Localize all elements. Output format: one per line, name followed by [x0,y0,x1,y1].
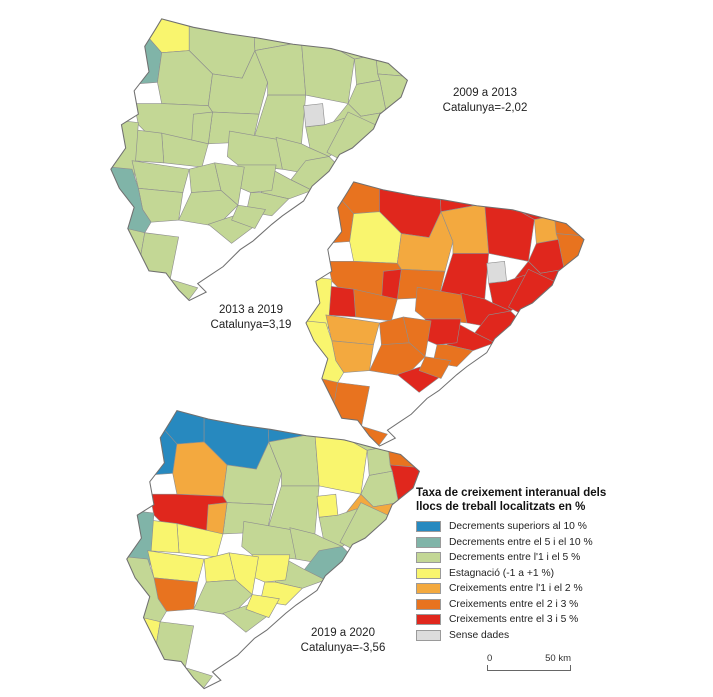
period-text: 2009 a 2013 [453,87,517,99]
map-2009-2013-region-garrotxa [337,18,376,60]
map-2009-2013-region-ripolles [299,18,340,51]
map-2009-2013-region-moianes [303,103,326,128]
legend-swatch-o2 [416,598,441,610]
map-2013-2019-region-baix-camp [369,342,426,377]
legend-label: Decrements superiors al 10 % [449,521,587,533]
map-2019-2020-region-ripolles [312,410,353,443]
legend-title-line2: llocs de treball localitzats en % [416,501,586,513]
map-2013-2019-region-osona [484,203,535,262]
legend-item-r: Creixements entre el 3 i 5 % [416,612,612,628]
legend-item-y: Estagnació (-1 a +1 %) [416,566,612,582]
legend-title: Taxa de creixement interanual dels llocs… [416,486,612,514]
map-2009-2013-region-osona [301,41,355,104]
map-2009-2013-region-alt-emporda [375,18,408,79]
map-2013-2019-region-pla-estany [534,215,559,244]
legend-label: Decrements entre el 5 i el 10 % [449,536,593,548]
map-2019-2020-region-osona [314,433,368,495]
legend-swatch-nd [416,629,441,641]
map-2019-2020-region-moianes [316,493,339,518]
period-text: 2019 a 2020 [311,627,375,639]
period-text: 2013 a 2019 [219,304,283,316]
legend-label: Creixements entre el 2 i 3 % [449,598,579,610]
legend-label: Creixements entre el 3 i 5 % [449,614,579,626]
legend-swatch-t [416,536,441,548]
map-2019-2020-region-garrigues [147,550,205,583]
legend-swatch-o1 [416,583,441,595]
scale-start: 0 [487,653,493,664]
map-2009-2013-outline [110,18,409,302]
map-2009-2013-region-baix-penedes [231,204,266,229]
legend-label: Creixements entre l'1 i el 2 % [449,583,583,595]
map-2013-2019-region-alt-emporda [553,181,585,238]
map-2019-2020-svg [126,410,421,690]
map-2009-2013 [96,4,418,309]
map-2013-2019-region-baix-penedes [418,356,452,379]
catalunya-value: Catalunya=-2,02 [442,102,528,114]
legend-swatch-r [416,614,441,626]
legend-swatch-g3 [416,552,441,564]
map-2019-2020-region-garrotxa [350,410,389,451]
map-2019-2020-outline [126,410,421,690]
legend-label: Estagnació (-1 a +1 %) [449,567,555,579]
map-2009-2013-region-baix-camp [178,190,239,227]
map-2019-2020 [112,396,430,697]
legend-item-nd: Sense dades [416,628,612,644]
legend-swatch-b [416,521,441,533]
map-2013-2019-svg [305,181,585,447]
catalunya-value: Catalunya=3,19 [210,319,292,331]
legend-label: Sense dades [449,629,510,641]
map-2019-2020-region-baix-penedes [245,594,280,618]
legend-item-g3: Decrements entre l'1 i el 5 % [416,550,612,566]
legend-item-t: Decrements entre el 5 i el 10 % [416,535,612,551]
map-2019-2020-region-pla-estany [366,445,393,476]
legend: Taxa de creixement interanual dels llocs… [416,486,612,643]
map-2013-2019-region-garrigues [325,314,380,346]
map-2009-2013-region-pla-estany [354,54,381,85]
legend-items: Decrements superiors al 10 % Decrements e… [416,519,612,643]
label-2019-2020: 2019 a 2020 Catalunya=-3,56 [276,626,410,656]
legend-item-o1: Creixements entre l'1 i el 2 % [416,581,612,597]
map-2009-2013-svg [110,18,409,302]
map-2013-2019-region-ripolles [482,181,521,213]
map-2019-2020-region-baix-camp [193,579,253,616]
scale-end: 50 km [545,653,571,664]
scale-bar-line [487,665,571,671]
legend-title-line1: Taxa de creixement interanual dels [416,487,607,499]
map-2013-2019-region-garrotxa [518,181,555,220]
legend-label: Decrements entre l'1 i el 5 % [449,552,581,564]
map-2013-2019-region-moianes [486,261,507,284]
map-2013-2019 [292,168,594,454]
scale-bar: 0 50 km [487,653,571,671]
label-2009-2013: 2009 a 2013 Catalunya=-2,02 [420,86,550,116]
catalunya-value: Catalunya=-3,56 [300,642,386,654]
label-2013-2019: 2013 a 2019 Catalunya=3,19 [186,303,316,333]
map-2013-2019-outline [305,181,585,447]
map-2009-2013-region-garrigues [131,160,190,193]
legend-swatch-y [416,567,441,579]
legend-item-o2: Creixements entre el 2 i 3 % [416,597,612,613]
legend-item-b: Decrements superiors al 10 % [416,519,612,535]
